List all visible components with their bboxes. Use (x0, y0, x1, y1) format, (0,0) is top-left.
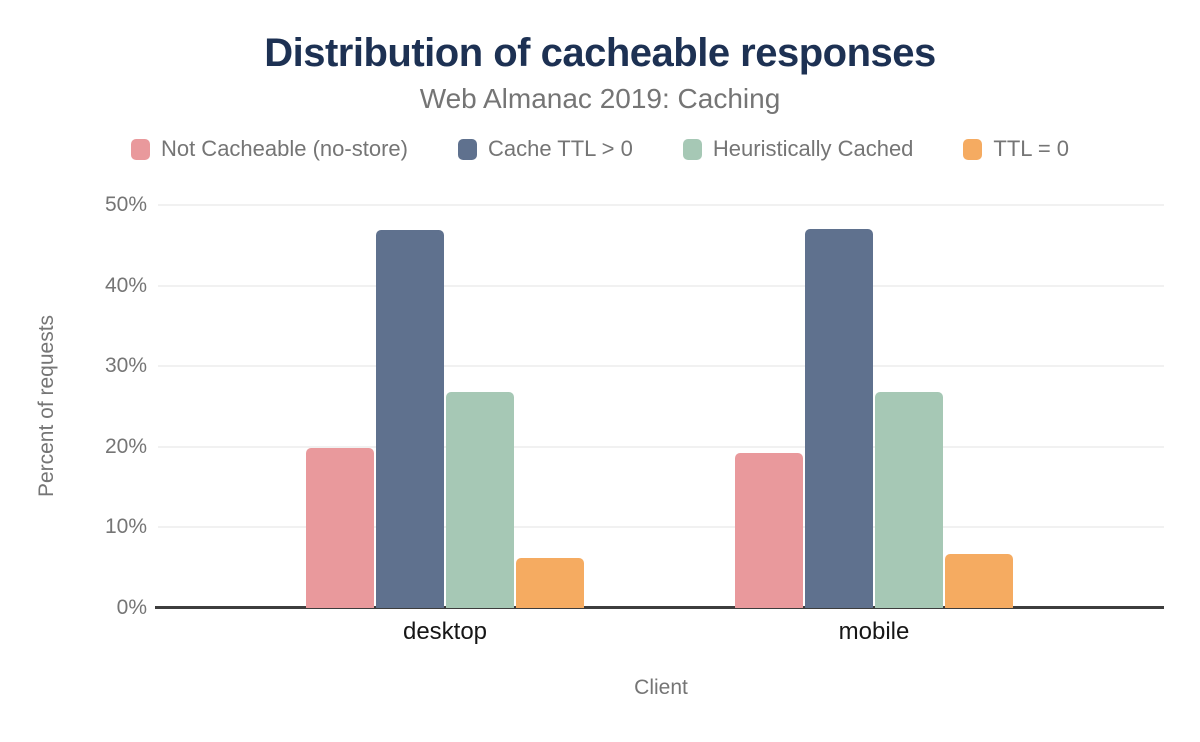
bar (875, 392, 943, 608)
gridline (158, 204, 1164, 206)
gridline (158, 445, 1164, 448)
bar (945, 554, 1013, 608)
x-axis-line (155, 606, 1164, 609)
legend-label: TTL = 0 (993, 136, 1070, 161)
legend-label: Not Cacheable (no-store) (160, 136, 408, 161)
y-tick-label: 50% (104, 193, 147, 216)
legend-item: Cache TTL > 0 (457, 136, 633, 162)
x-tick-label: desktop (402, 618, 488, 645)
bar-group-desktop (306, 230, 584, 608)
chart-subtitle: Web Almanac 2019: Caching (419, 83, 781, 114)
bar (735, 453, 803, 608)
gridline (158, 284, 1164, 287)
bar-group-mobile (735, 229, 1013, 608)
y-axis-title: Percent of requests (35, 314, 58, 498)
x-tick-label: mobile (838, 618, 910, 645)
gridline (158, 526, 1164, 529)
y-tick-label: 20% (104, 434, 147, 458)
legend: Not Cacheable (no-store) Cache TTL > 0 Heu… (0, 136, 1200, 162)
chart-title: Distribution of cacheable responses (264, 31, 936, 75)
legend-swatch-icon (963, 138, 983, 160)
legend-swatch-icon (457, 138, 477, 160)
bar (376, 230, 444, 608)
legend-item: Not Cacheable (no-store) (130, 136, 408, 162)
legend-item: TTL = 0 (963, 136, 1069, 162)
plot-area (155, 204, 1164, 609)
legend-swatch-icon (682, 138, 702, 160)
bar (805, 229, 873, 608)
bar (446, 392, 514, 608)
bar (516, 558, 584, 608)
legend-item: Heuristically Cached (682, 136, 914, 162)
y-tick-label: 30% (104, 354, 147, 378)
y-tick-label: 0% (116, 596, 147, 619)
legend-swatch-icon (130, 138, 150, 160)
x-axis-title: Client (634, 676, 688, 699)
y-tick-label: 10% (104, 515, 147, 539)
bar (306, 448, 374, 608)
gridline (158, 365, 1164, 368)
legend-label: Heuristically Cached (712, 136, 914, 161)
legend-label: Cache TTL > 0 (487, 136, 633, 161)
y-tick-label: 40% (104, 273, 147, 297)
